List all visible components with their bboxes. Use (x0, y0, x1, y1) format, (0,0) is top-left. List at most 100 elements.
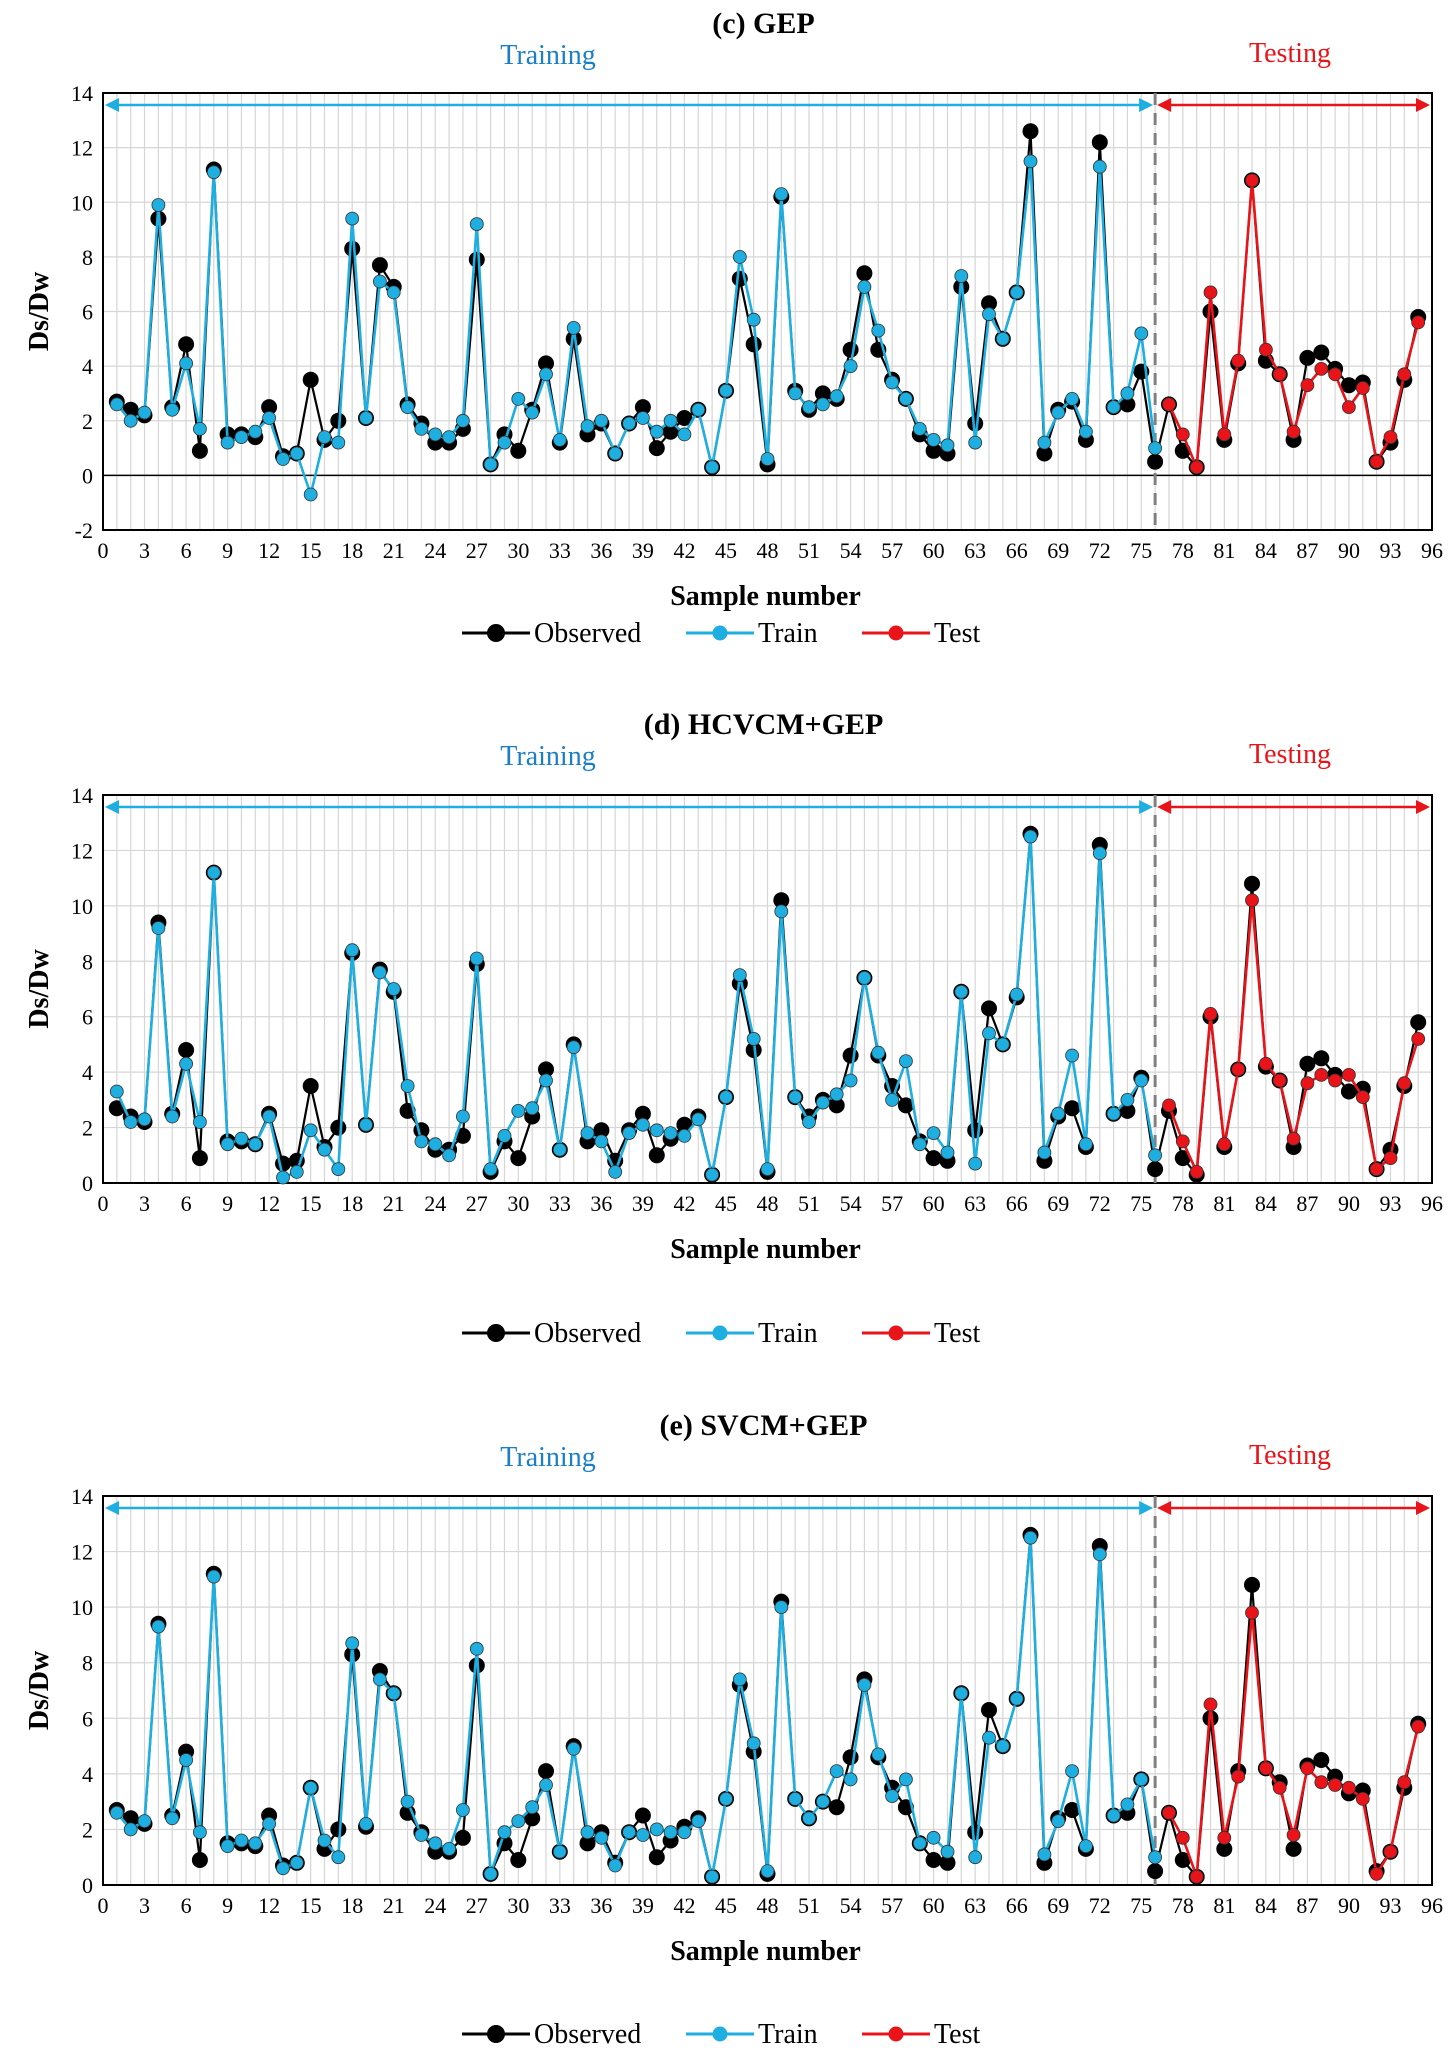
data-point-observed (538, 355, 554, 372)
data-point-train (677, 1825, 692, 1840)
y-tick-label: 14 (71, 1484, 93, 1509)
data-point-observed (178, 336, 195, 353)
y-tick-label: 10 (71, 190, 93, 215)
x-tick-label: 69 (1047, 1191, 1069, 1216)
data-point-train (1037, 435, 1052, 450)
data-point-test (1411, 1719, 1426, 1734)
data-point-train (179, 1056, 194, 1071)
data-point-observed (191, 1150, 208, 1167)
data-point-test (1383, 1844, 1398, 1859)
data-point-train (179, 356, 194, 371)
y-tick-label: 6 (82, 1706, 93, 1731)
y-tick-label: 12 (71, 136, 93, 161)
x-axis-title: Sample number (670, 581, 861, 612)
data-point-train (774, 904, 789, 919)
data-point-train (968, 435, 983, 450)
data-point-train (843, 359, 858, 374)
data-point-test (1217, 1830, 1232, 1845)
data-point-train (1051, 1106, 1066, 1121)
data-point-train (1148, 1850, 1162, 1865)
data-point-observed (648, 1147, 665, 1164)
x-tick-label: 60 (923, 1191, 945, 1216)
data-point-train (1079, 1137, 1093, 1152)
data-point-observed (939, 1854, 956, 1871)
data-point-test (1175, 1134, 1190, 1149)
data-point-train (539, 1073, 553, 1088)
x-tick-label: 21 (383, 1893, 405, 1918)
legend-label-test: Test (934, 618, 980, 649)
data-point-observed (1285, 1840, 1302, 1857)
data-point-observed (897, 1097, 914, 1114)
x-tick-label: 78 (1172, 538, 1194, 563)
data-point-test (1397, 1076, 1412, 1091)
legend-label-observed: Observed (534, 2019, 641, 2050)
data-point-test (1245, 1605, 1259, 1620)
training-range-arrow-head-right (1139, 800, 1154, 814)
data-point-train (331, 435, 346, 450)
data-point-train (1134, 1772, 1149, 1787)
data-point-train (372, 274, 387, 289)
data-point-train (303, 1123, 318, 1138)
data-point-train (663, 413, 678, 428)
x-tick-label: 6 (181, 1191, 192, 1216)
data-point-train (1079, 1839, 1093, 1853)
data-point-observed (330, 1821, 347, 1838)
data-point-train (746, 1032, 761, 1046)
data-point-train (123, 413, 138, 428)
x-tick-label: 57 (881, 538, 903, 563)
data-point-observed (344, 240, 361, 257)
data-point-train (982, 307, 996, 322)
data-point-train (525, 1101, 540, 1116)
data-point-observed (662, 423, 679, 440)
data-point-test (1355, 1090, 1370, 1104)
data-point-observed (842, 1047, 859, 1064)
x-tick-label: 51 (798, 1191, 820, 1216)
data-point-train (636, 411, 650, 425)
data-point-observed (1299, 349, 1316, 366)
x-tick-label: 66 (1006, 1191, 1028, 1216)
data-point-train (359, 411, 373, 425)
data-point-test (1259, 1761, 1273, 1776)
data-point-train (622, 416, 636, 431)
x-tick-label: 30 (507, 1191, 529, 1216)
data-point-train (940, 438, 955, 453)
y-tick-label: 10 (71, 1595, 93, 1620)
data-point-train (608, 1165, 623, 1179)
data-point-observed (648, 1849, 665, 1866)
x-tick-label: 54 (840, 1191, 862, 1216)
x-tick-label: 9 (222, 1893, 233, 1918)
data-point-train (497, 1825, 512, 1840)
data-point-test (1411, 315, 1426, 330)
data-point-observed (1064, 1100, 1081, 1117)
data-point-observed (634, 1105, 651, 1122)
data-point-train (511, 1104, 526, 1118)
data-point-train (732, 1672, 747, 1687)
data-point-train (871, 1045, 886, 1060)
data-point-train (608, 446, 623, 461)
legend-label-train: Train (758, 618, 818, 649)
data-point-train (1065, 391, 1079, 406)
data-point-train (414, 1134, 429, 1149)
data-point-train (497, 435, 512, 450)
training-range-arrow (105, 800, 1154, 814)
data-point-train (788, 1090, 803, 1104)
data-point-train (926, 432, 941, 447)
data-point-train (857, 279, 872, 294)
x-tick-label: 39 (632, 1191, 654, 1216)
data-point-test (1217, 427, 1232, 442)
data-point-observed (454, 1127, 471, 1144)
y-tick-label: 14 (71, 783, 93, 808)
legend-marker-train (712, 2026, 728, 2042)
x-tick-label: 9 (222, 538, 233, 563)
data-point-train (165, 402, 180, 417)
legend-marker-observed (487, 1324, 505, 1342)
data-point-train (345, 211, 360, 226)
data-point-train (705, 460, 719, 475)
data-point-train (262, 1109, 277, 1124)
data-point-observed (925, 442, 942, 459)
data-point-observed (1202, 303, 1219, 320)
testing-range-arrow-head-right (1416, 800, 1430, 814)
data-point-train (345, 1636, 360, 1651)
data-point-observed (981, 1702, 997, 1718)
